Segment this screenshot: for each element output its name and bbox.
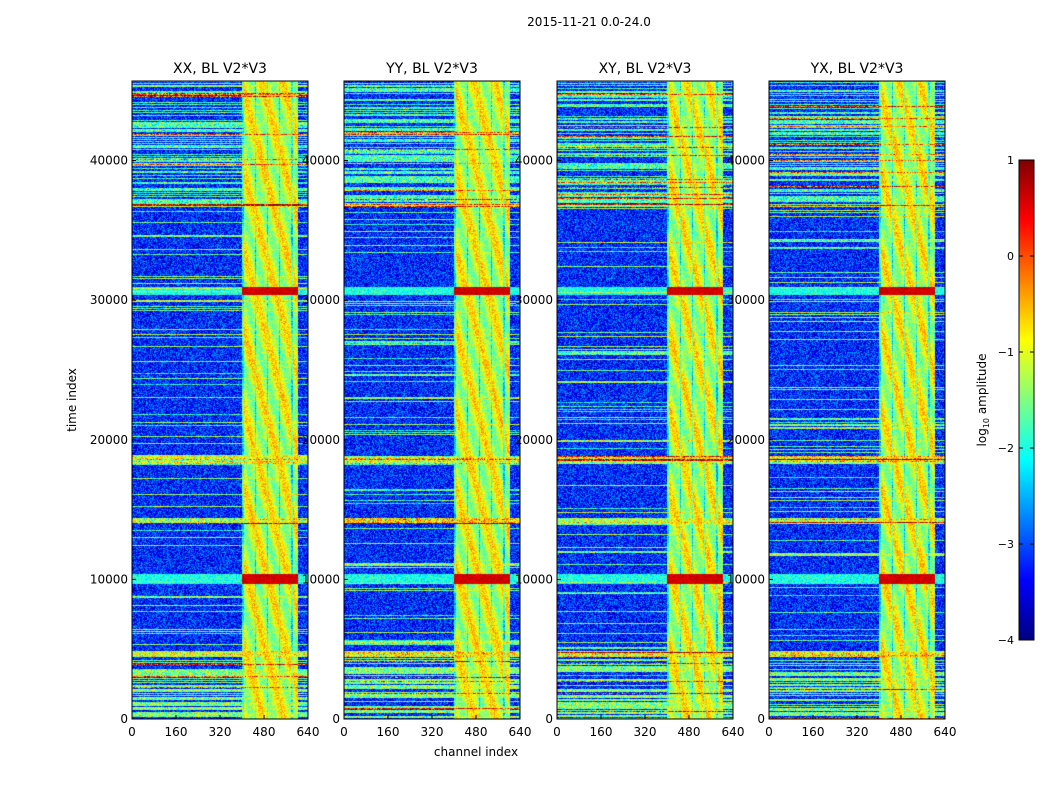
colorbar-label: log10 amplitude	[975, 354, 991, 447]
colorbar: 10−1−2−3−4 log10 amplitude	[975, 154, 1035, 647]
x-tick-label: 480	[253, 725, 276, 739]
y-tick-group: 0 10000 20000 30000 40000	[302, 154, 348, 726]
y-tick-label: 30000	[90, 293, 128, 307]
y-tick-label: 10000	[90, 572, 128, 586]
x-tick-label: 0	[765, 725, 773, 739]
figure-suptitle: 2015-11-21 0.0-24.0	[527, 15, 651, 29]
y-tick-label: 0	[757, 712, 765, 726]
y-axis-label: time index	[65, 368, 79, 432]
y-tick-label: 20000	[515, 433, 553, 447]
y-tick-label: 40000	[727, 154, 765, 168]
y-tick-group: 0 10000 20000 30000 40000	[90, 154, 136, 726]
x-tick-label: 320	[421, 725, 444, 739]
y-tick-label: 20000	[90, 433, 128, 447]
x-tick-label: 160	[590, 725, 613, 739]
y-tick-group: 0 10000 20000 30000 40000	[515, 154, 561, 726]
y-tick-group: 0 10000 20000 30000 40000	[727, 154, 773, 726]
panel-1: XX, BL V2*V3 0 160 320 480 640 0 10000 20000 30…	[90, 61, 320, 739]
y-tick-label: 30000	[515, 293, 553, 307]
y-tick-label: 10000	[727, 572, 765, 586]
colorbar-tick-label: −4	[998, 634, 1014, 647]
y-tick-label: 0	[120, 712, 128, 726]
x-tick-group: 0 160 320 480 640	[128, 715, 319, 739]
x-tick-label: 480	[890, 725, 913, 739]
x-tick-label: 320	[209, 725, 232, 739]
y-tick-label: 40000	[302, 154, 340, 168]
panel-title: XX, BL V2*V3	[173, 61, 267, 77]
colorbar-tick-label: 1	[1007, 154, 1014, 167]
heatmap-image	[132, 81, 308, 719]
colorbar-tick-group: 1 0 −1 −2 −3 −4	[998, 154, 1034, 647]
heatmap-image	[344, 81, 520, 719]
x-tick-label: 640	[297, 725, 320, 739]
colorbar-gradient	[1018, 159, 1035, 641]
x-tick-label: 0	[340, 725, 348, 739]
x-tick-label: 320	[846, 725, 869, 739]
colorbar-label-rest: amplitude	[975, 354, 989, 418]
x-tick-group: 0 160 320 480 640	[765, 715, 956, 739]
x-tick-label: 160	[165, 725, 188, 739]
colorbar-tick-label: 0	[1007, 250, 1014, 263]
x-tick-label: 160	[802, 725, 825, 739]
x-tick-label: 640	[934, 725, 957, 739]
y-tick-label: 10000	[515, 572, 553, 586]
y-tick-label: 20000	[727, 433, 765, 447]
y-tick-label: 30000	[302, 293, 340, 307]
x-tick-label: 320	[634, 725, 657, 739]
x-tick-label: 0	[553, 725, 561, 739]
panel-3: XY, BL V2*V3 0 160 320 480 640 0 10000 20000 30…	[515, 61, 745, 739]
heatmap-image	[769, 81, 945, 719]
x-tick-group: 0 160 320 480 640	[340, 715, 531, 739]
x-tick-group: 0 160 320 480 640	[553, 715, 744, 739]
x-tick-label: 160	[377, 725, 400, 739]
x-tick-label: 480	[678, 725, 701, 739]
x-tick-label: 480	[465, 725, 488, 739]
panel-title: XY, BL V2*V3	[599, 61, 692, 77]
x-tick-label: 640	[509, 725, 532, 739]
colorbar-label-sub: 10	[982, 418, 991, 428]
colorbar-label-main: log	[975, 428, 989, 446]
colorbar-tick-label: −1	[998, 346, 1014, 359]
heatmap-image	[557, 81, 733, 719]
x-axis-label: channel index	[434, 745, 518, 759]
y-tick-label: 20000	[302, 433, 340, 447]
y-tick-label: 30000	[727, 293, 765, 307]
colorbar-tick-label: −3	[998, 538, 1014, 551]
panel-4: YX, BL V2*V3 0 160 320 480 640 0 10000 20000 30…	[727, 61, 957, 739]
y-tick-label: 0	[545, 712, 553, 726]
y-tick-label: 0	[332, 712, 340, 726]
panel-2: YY, BL V2*V3 0 160 320 480 640 0 10000 20000 30…	[302, 61, 532, 739]
y-tick-label: 10000	[302, 572, 340, 586]
colorbar-tick-label: −2	[998, 442, 1014, 455]
x-tick-label: 0	[128, 725, 136, 739]
x-tick-label: 640	[722, 725, 745, 739]
panel-title: YY, BL V2*V3	[385, 61, 478, 77]
y-tick-label: 40000	[515, 154, 553, 168]
y-tick-label: 40000	[90, 154, 128, 168]
panel-title: YX, BL V2*V3	[810, 61, 904, 77]
